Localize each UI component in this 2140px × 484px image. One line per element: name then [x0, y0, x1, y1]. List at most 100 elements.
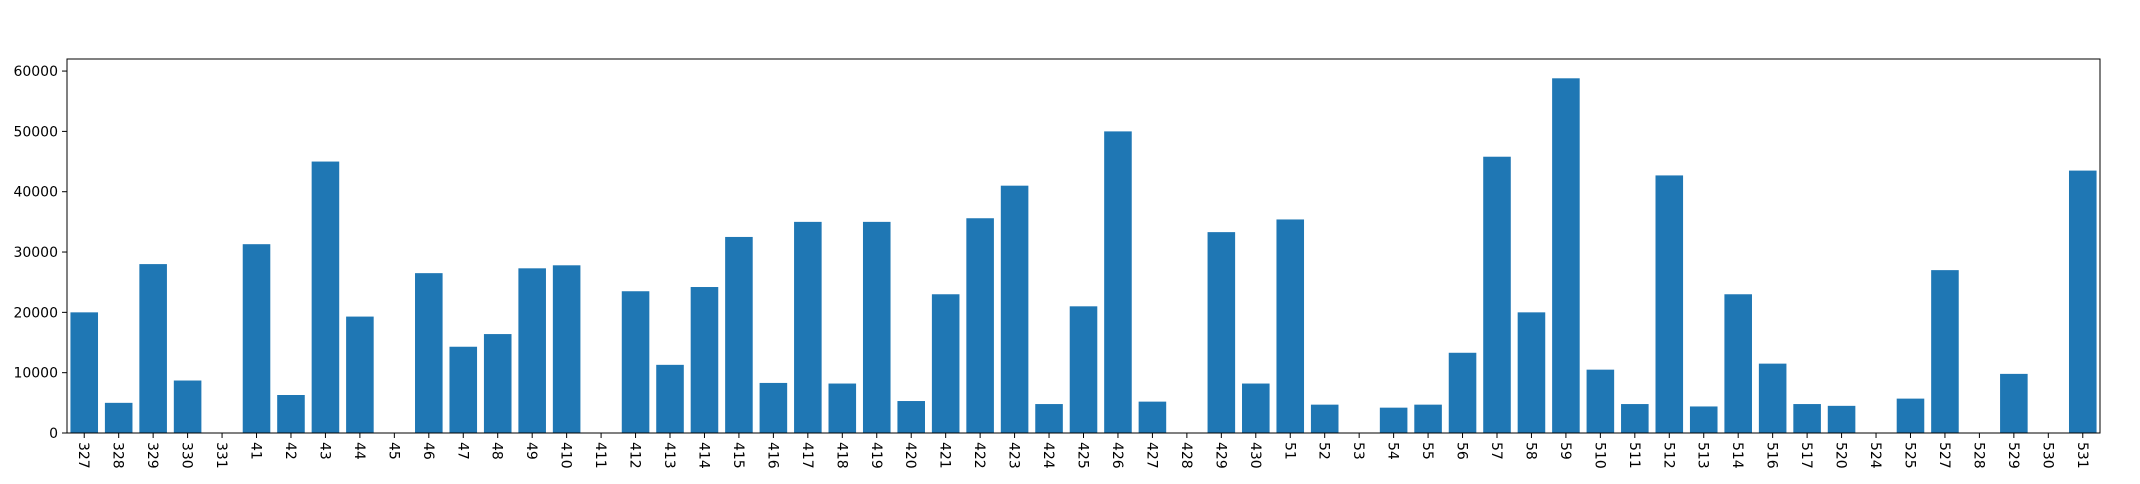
x-tick-label: 44 [351, 442, 367, 460]
x-tick-label: 52 [1316, 442, 1332, 460]
x-tick-label: 57 [1488, 442, 1504, 460]
bar-413 [656, 364, 684, 433]
y-axis: 0 10000 20000 30000 40000 50000 60000 [13, 64, 67, 442]
x-tick-label: 58 [1522, 442, 1538, 460]
bar-55 [1414, 404, 1442, 433]
x-tick-label: 422 [971, 442, 987, 469]
x-tick-label: 525 [1901, 442, 1917, 469]
x-tick-label: 53 [1350, 442, 1366, 460]
x-tick-label: 430 [1247, 442, 1263, 469]
x-tick-label: 411 [592, 442, 608, 469]
bar-412 [621, 291, 650, 433]
bar-47 [449, 346, 478, 433]
bar-42 [277, 395, 305, 433]
bar-527 [1931, 270, 1959, 433]
x-tick-label: 48 [489, 442, 505, 460]
x-tick-label: 412 [627, 442, 643, 469]
bar-56 [1448, 352, 1477, 433]
x-tick-label: 527 [1936, 442, 1952, 469]
bar-410 [552, 265, 581, 433]
x-tick-label: 424 [1040, 442, 1056, 469]
bar-330 [173, 380, 202, 433]
x-tick-label: 423 [1006, 442, 1022, 469]
x-tick-label: 427 [1143, 442, 1159, 469]
bar-511 [1621, 404, 1649, 433]
x-tick-label: 416 [764, 442, 780, 469]
x-tick-label: 330 [179, 442, 195, 469]
y-tick-label: 30000 [13, 245, 58, 261]
x-tick-label: 47 [454, 442, 470, 460]
y-tick-label: 20000 [13, 305, 58, 321]
x-tick-label: 513 [1695, 442, 1711, 469]
x-tick-label: 59 [1557, 442, 1573, 460]
bar-423 [1000, 185, 1029, 433]
x-tick-label: 51 [1281, 442, 1297, 460]
bar-48 [483, 334, 512, 433]
x-tick-label: 410 [558, 442, 574, 469]
x-tick-label: 331 [213, 442, 229, 469]
x-tick-label: 54 [1385, 442, 1401, 460]
bar-58 [1517, 312, 1546, 433]
x-tick-label: 421 [937, 442, 953, 469]
x-tick-label: 415 [730, 442, 746, 469]
x-tick-label: 530 [2039, 442, 2055, 469]
x-tick-label: 413 [661, 442, 677, 469]
bar-418 [828, 383, 857, 433]
bar-329 [139, 264, 167, 433]
x-tick-label: 517 [1798, 442, 1814, 469]
bar-514 [1724, 294, 1752, 433]
bar-517 [1793, 404, 1821, 433]
bar-525 [1896, 398, 1925, 433]
x-tick-label: 510 [1591, 442, 1607, 469]
x-tick-label: 419 [868, 442, 884, 469]
bar-59 [1552, 78, 1580, 434]
x-tick-label: 418 [833, 442, 849, 469]
x-tick-label: 56 [1454, 442, 1470, 460]
bar-422 [966, 218, 994, 433]
x-tick-label: 55 [1419, 442, 1435, 460]
bar-419 [862, 221, 891, 433]
bar-417 [794, 221, 822, 433]
x-tick-label: 42 [282, 442, 298, 460]
bar-57 [1483, 156, 1511, 433]
x-tick-label: 420 [902, 442, 918, 469]
bar-51 [1276, 219, 1305, 433]
bar-44 [346, 316, 374, 433]
x-tick-label: 524 [1867, 442, 1883, 469]
x-tick-label: 329 [144, 442, 160, 469]
x-axis: 327 328 329 330 331 41 42 43 44 45 46 47 48 49 410 411 4… [75, 433, 2090, 469]
y-tick-label: 0 [49, 426, 58, 442]
bar-46 [415, 273, 443, 433]
y-tick-label: 60000 [13, 64, 58, 80]
bar-430 [1242, 383, 1270, 433]
x-tick-label: 417 [799, 442, 815, 469]
bar-415 [725, 236, 753, 433]
y-tick-label: 10000 [13, 366, 58, 382]
x-tick-label: 429 [1212, 442, 1228, 469]
x-tick-label: 520 [1833, 442, 1849, 469]
x-tick-label: 328 [110, 442, 126, 469]
x-tick-label: 46 [420, 442, 436, 460]
bar-425 [1069, 306, 1098, 433]
bar-54 [1379, 407, 1408, 433]
bar-529 [2000, 373, 2028, 433]
x-tick-label: 327 [75, 442, 91, 469]
bar-516 [1758, 363, 1787, 433]
x-tick-label: 49 [523, 442, 539, 460]
x-tick-label: 41 [248, 442, 264, 460]
bar-531 [2068, 170, 2097, 433]
x-tick-label: 528 [1970, 442, 1986, 469]
bar-328 [104, 402, 133, 433]
bar-416 [759, 382, 788, 433]
y-tick-label: 40000 [13, 185, 58, 201]
x-tick-label: 43 [316, 442, 332, 460]
x-tick-label: 529 [2005, 442, 2021, 469]
bar-427 [1138, 401, 1167, 433]
bar-424 [1035, 404, 1063, 433]
x-tick-label: 516 [1764, 442, 1780, 469]
x-tick-label: 512 [1660, 442, 1676, 469]
bar-512 [1655, 175, 1684, 434]
bar-327 [70, 312, 99, 433]
